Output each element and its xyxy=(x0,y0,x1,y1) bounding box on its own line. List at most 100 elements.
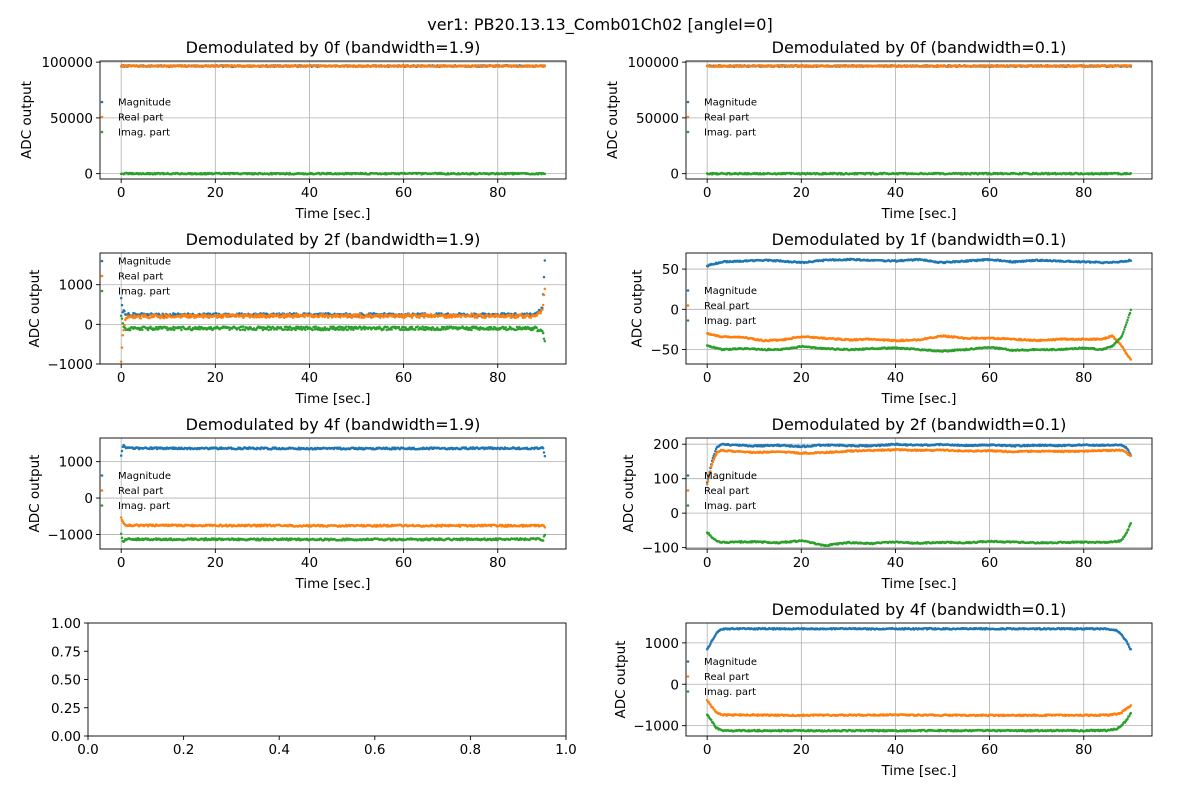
data-point xyxy=(202,316,205,319)
legend-marker xyxy=(100,100,104,104)
data-point xyxy=(221,316,225,319)
data-point xyxy=(120,346,124,349)
data-point xyxy=(473,316,477,319)
legend-marker xyxy=(100,289,104,293)
legend-marker xyxy=(100,259,104,263)
data-point xyxy=(357,316,361,319)
data-point xyxy=(377,313,380,316)
y-tick-label: 100000 xyxy=(41,55,93,71)
data-point xyxy=(277,313,280,316)
y-axis-label: ADC output xyxy=(605,81,621,159)
data-point xyxy=(518,325,521,329)
data-point xyxy=(508,313,512,316)
x-tick-label: 80 xyxy=(489,185,506,201)
data-point xyxy=(149,325,152,329)
y-tick-label: −1000 xyxy=(47,357,93,373)
data-point xyxy=(242,325,245,328)
legend-marker xyxy=(686,100,690,104)
x-tick-label: 80 xyxy=(1075,185,1092,201)
data-point xyxy=(436,326,439,329)
data-point xyxy=(346,328,349,332)
data-point xyxy=(511,313,515,316)
data-point xyxy=(348,313,352,317)
data-point xyxy=(445,325,449,329)
data-point xyxy=(268,316,271,319)
data-point xyxy=(410,316,414,319)
data-point xyxy=(260,315,264,319)
data-point xyxy=(484,316,487,320)
y-tick-label: 1000 xyxy=(59,278,93,294)
data-point xyxy=(141,328,144,331)
data-point xyxy=(123,309,126,313)
axes-frame xyxy=(685,60,1153,180)
data-point xyxy=(396,313,400,317)
data-point xyxy=(524,316,527,319)
data-point xyxy=(323,326,327,329)
data-point xyxy=(539,312,542,315)
data-point xyxy=(288,313,292,316)
data-point xyxy=(172,328,176,332)
data-point xyxy=(314,325,318,328)
data-point xyxy=(355,315,358,319)
data-point xyxy=(225,313,229,317)
data-point xyxy=(410,325,414,329)
series-imag-part xyxy=(119,171,547,176)
data-point xyxy=(543,259,547,262)
y-tick-label: 50000 xyxy=(50,111,93,127)
data-point xyxy=(379,316,382,319)
data-point xyxy=(198,327,202,331)
data-point xyxy=(527,313,530,317)
y-tick-label: 0 xyxy=(84,167,93,183)
data-point xyxy=(238,328,242,332)
legend-label: Magnitude xyxy=(118,257,171,268)
data-point xyxy=(291,316,295,319)
data-point xyxy=(478,328,481,331)
data-point xyxy=(542,275,546,279)
data-point xyxy=(515,313,518,317)
data-point xyxy=(469,315,472,318)
legend-label: Imag. part xyxy=(704,128,756,139)
data-point xyxy=(344,325,348,329)
legend-label: Real part xyxy=(704,113,749,124)
x-tick-label: 0 xyxy=(117,370,126,386)
x-axis-label: Time [sec.] xyxy=(295,206,371,222)
x-tick-label: 0 xyxy=(117,185,126,201)
data-point xyxy=(194,325,197,329)
data-point xyxy=(543,64,547,68)
y-tick-label: 100000 xyxy=(627,55,679,71)
legend-marker xyxy=(686,130,690,134)
data-point xyxy=(180,328,183,332)
data-point xyxy=(342,328,345,332)
legend-label: Real part xyxy=(118,113,163,124)
data-point xyxy=(346,316,349,319)
data-point xyxy=(535,326,538,330)
subplot-title: Demodulated by 0f (bandwidth=1.9) xyxy=(186,38,481,57)
data-point xyxy=(299,325,303,328)
data-point xyxy=(543,339,547,343)
data-point xyxy=(542,293,546,297)
data-point xyxy=(163,316,166,320)
x-tick-label: 40 xyxy=(301,370,318,386)
data-point xyxy=(243,328,247,332)
data-point xyxy=(188,325,191,329)
data-point xyxy=(267,328,270,332)
data-point xyxy=(122,328,125,332)
data-point xyxy=(535,314,538,317)
data-point xyxy=(429,313,433,316)
data-point xyxy=(258,316,261,319)
data-point xyxy=(160,314,164,317)
data-point xyxy=(404,315,407,319)
data-point xyxy=(510,316,513,320)
data-point xyxy=(311,328,314,332)
data-point xyxy=(139,317,142,320)
data-point xyxy=(248,316,252,319)
x-tick-label: 60 xyxy=(395,185,412,201)
data-point xyxy=(285,315,288,319)
data-point xyxy=(386,325,389,329)
data-point xyxy=(504,326,507,329)
data-point xyxy=(541,331,545,335)
